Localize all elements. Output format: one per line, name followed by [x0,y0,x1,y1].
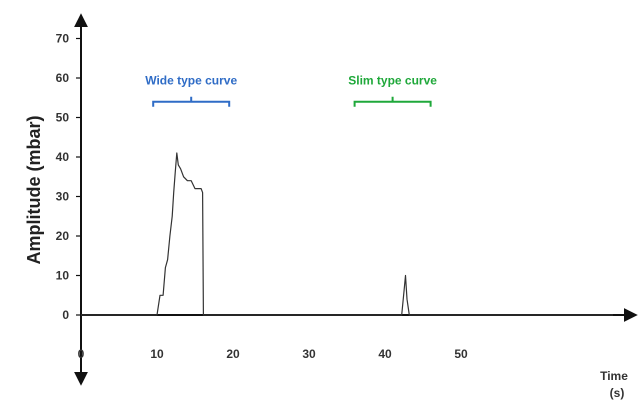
y-tick-label: 70 [56,32,70,46]
y-tick-label: 50 [56,111,70,125]
annotation-bracket [353,96,432,107]
y-tick-label: 0 [62,308,69,322]
x-axis-unit: (s) [610,386,625,400]
annotations: Wide type curve Slim type curve [145,74,437,107]
x-tick-label: 30 [302,347,316,361]
x-tick-label: 20 [226,347,240,361]
data-series [81,152,613,316]
x-tick-label: 40 [378,347,392,361]
x-tick-label: 10 [150,347,164,361]
y-tick-label: 60 [56,71,70,85]
series-line [81,152,613,316]
x-tick-label: 50 [454,347,468,361]
x-tick-label: 0 [78,347,85,361]
y-axis-label: Amplitude (mbar) [24,115,44,264]
x-axis-label: Time [600,369,628,383]
y-tick-label: 10 [56,269,70,283]
annotation-bracket [152,96,231,107]
annotation-label: Slim type curve [348,74,437,88]
y-tick-label: 20 [56,229,70,243]
annotation-label: Wide type curve [145,74,237,88]
tick-labels: 0 10 20 30 40 50 60 70 0 10 20 30 40 50 [56,32,468,362]
axes [74,13,638,386]
y-tick-label: 30 [56,190,70,204]
y-tick-label: 40 [56,150,70,164]
